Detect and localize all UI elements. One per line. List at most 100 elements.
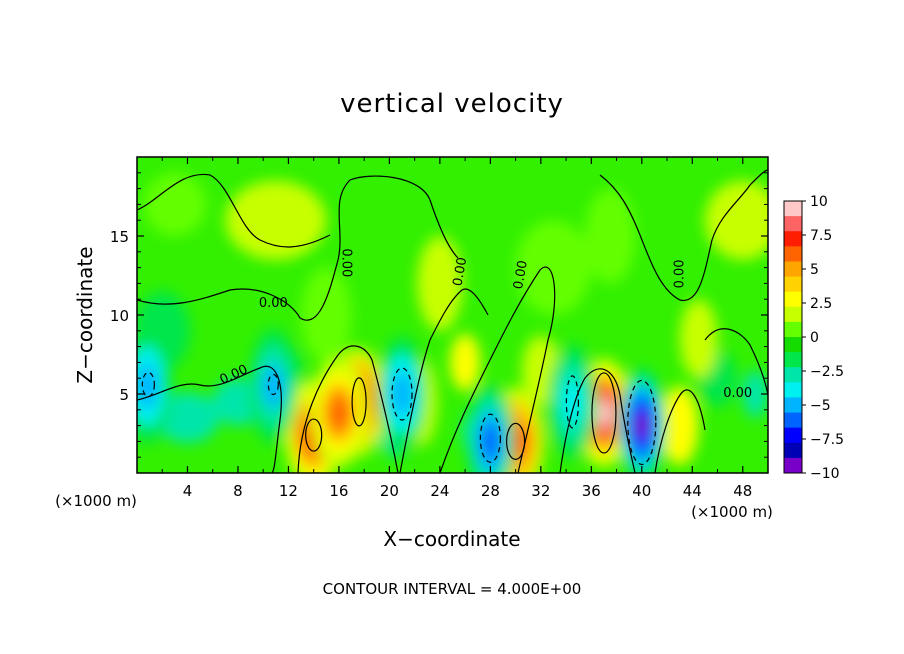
field-patch — [704, 180, 768, 260]
field-patch — [585, 188, 636, 284]
x-tick-label: 20 — [380, 482, 399, 500]
field-patch — [449, 333, 481, 391]
contour-line-positive — [505, 422, 526, 460]
colorbar-segment — [784, 231, 802, 247]
contour-line-positive — [591, 372, 617, 454]
x-tick-label: 32 — [531, 482, 550, 500]
colorbar-segment — [784, 291, 802, 308]
field-patch — [417, 236, 463, 331]
contour-label: 0.00 — [511, 259, 531, 290]
colorbar-label: 0 — [810, 330, 819, 346]
x-axis-ticks: 4 8 12 16 20 24 28 32 36 40 44 48 — [161, 157, 752, 500]
contour-label: 0.00 — [259, 296, 288, 311]
colorbar: 10 7.5 5 2.5 0 −2.5 −5 −7.5 −10 — [783, 194, 844, 482]
updraft-core — [595, 400, 613, 426]
contour-line-negative — [141, 371, 155, 398]
downdraft-core — [561, 379, 584, 424]
contour-line-zero — [439, 266, 556, 473]
field-blobs — [137, 172, 768, 473]
colorbar-segment — [784, 337, 802, 353]
downdraft-core — [634, 412, 650, 439]
x-tick-label: 44 — [683, 482, 702, 500]
x-tick-label: 28 — [481, 482, 500, 500]
colorbar-segment — [784, 397, 802, 414]
colorbar-label: −2.5 — [810, 364, 844, 380]
downdraft-core — [481, 423, 500, 459]
chart-title: vertical velocity — [340, 89, 564, 119]
field-patch — [679, 299, 718, 379]
colorbar-segment — [784, 442, 802, 459]
contour-line-positive — [305, 418, 323, 452]
colorbar-segment — [784, 367, 802, 383]
colorbar-segment — [784, 412, 802, 429]
plot-area: 0.000.000.00 0.00 0.00 0.000.00 — [136, 156, 769, 474]
contour-line-zero — [654, 389, 706, 473]
colorbar-label: 2.5 — [810, 296, 832, 312]
contour-line-zero — [704, 328, 768, 396]
field-patch — [660, 386, 699, 466]
colorbar-segment — [784, 306, 802, 323]
contour-interval-note: CONTOUR INTERVAL = 4.000E+00 — [323, 580, 582, 598]
colorbar-segment — [784, 382, 802, 398]
contour-line-zero — [599, 169, 768, 301]
x-tick-label: 4 — [183, 482, 193, 500]
contour-line-zero — [137, 175, 459, 321]
contour-line-zero — [137, 173, 331, 248]
contour-line-negative — [267, 373, 279, 396]
contour-line-zero — [137, 365, 282, 473]
colorbar-label: 10 — [810, 194, 828, 210]
contour-line-zero — [399, 288, 489, 473]
contour-line-negative — [627, 379, 657, 466]
colorbar-segment — [784, 246, 802, 262]
contour-line-negative — [565, 375, 579, 429]
contour-line-negative — [391, 367, 413, 421]
y-tick-label: 5 — [119, 386, 129, 404]
x-tick-label: 16 — [329, 482, 348, 500]
y-axis-label: Z−coordinate — [73, 246, 97, 383]
colorbar-segment — [784, 457, 802, 474]
x-tick-label: 48 — [733, 482, 752, 500]
colorbar-segment — [784, 201, 802, 217]
field-patch — [143, 172, 207, 236]
y-tick-label: 10 — [110, 307, 129, 325]
colorbar-segment — [784, 352, 802, 368]
field-patch — [515, 220, 592, 315]
field-patch — [301, 267, 352, 363]
x-tick-label: 12 — [279, 482, 298, 500]
downdraft-core — [391, 372, 413, 416]
colorbar-label: −7.5 — [810, 432, 844, 448]
contour-line-zero — [559, 368, 636, 473]
x-unit-label-left: (×1000 m) — [55, 492, 137, 510]
colorbar-label: −10 — [810, 466, 840, 482]
x-tick-label: 36 — [582, 482, 601, 500]
contour-line-zero — [297, 345, 399, 473]
x-unit-label-right: (×1000 m) — [691, 503, 773, 521]
colorbar-label: 5 — [810, 262, 819, 278]
colorbar-segment — [784, 216, 802, 232]
colorbar-segment — [784, 261, 802, 278]
contour-line-negative — [479, 413, 501, 463]
colorbar-segment — [784, 321, 802, 338]
field-patch — [155, 392, 220, 443]
downdraft-core — [262, 364, 285, 409]
x-tick-label: 8 — [233, 482, 243, 500]
contour-line-positive — [351, 377, 367, 427]
contour-label: 0.00 — [339, 248, 354, 277]
y-tick-label: 15 — [110, 228, 129, 246]
colorbar-segment — [784, 276, 802, 293]
contour-label: 0.00 — [723, 386, 752, 401]
field-patch — [225, 180, 327, 260]
colorbar-label: −5 — [810, 398, 831, 414]
y-axis-ticks: 5 10 15 — [110, 172, 768, 458]
x-tick-label: 24 — [430, 482, 449, 500]
colorbar-label: 7.5 — [810, 228, 832, 244]
contour-label: 0.00 — [672, 259, 687, 288]
velocity-field — [137, 172, 768, 473]
updraft-core — [328, 396, 350, 430]
colorbar-segment — [784, 427, 802, 444]
contour-lines — [137, 169, 768, 473]
contour-label: 0.00 — [451, 256, 471, 287]
field-patch — [742, 370, 768, 418]
x-axis-label: X−coordinate — [383, 527, 520, 551]
